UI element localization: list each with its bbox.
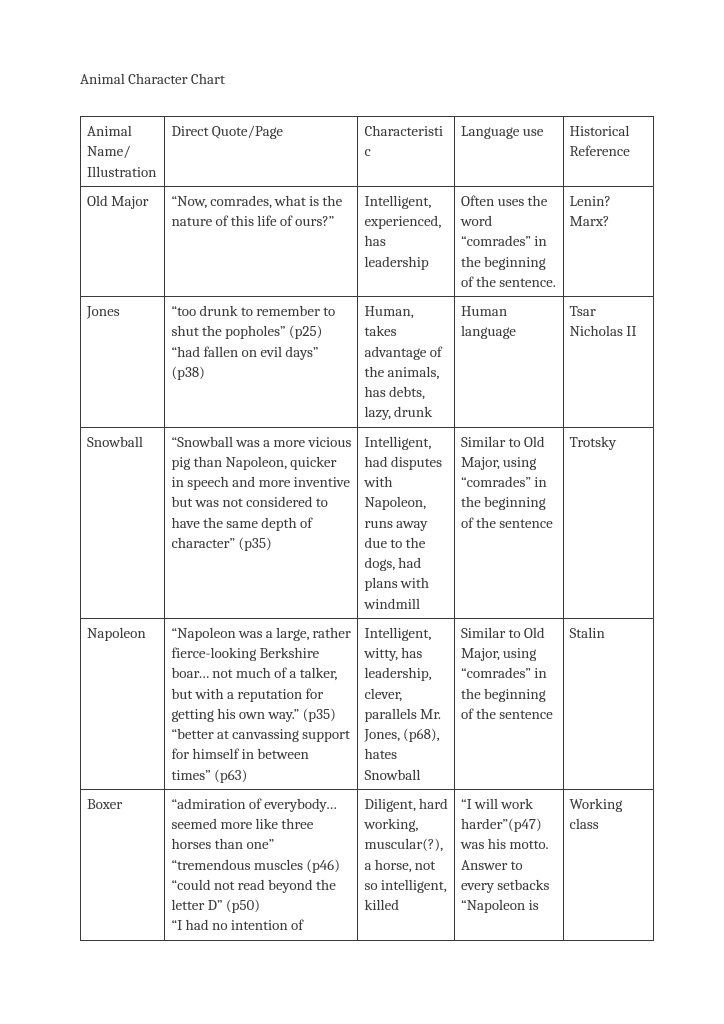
cell-quote: “Now, comrades, what is the nature of th… [165,186,358,296]
page-title: Animal Character Chart [80,70,654,88]
cell-quote: “too drunk to remember to shut the popho… [165,297,358,428]
table-header-row: Animal Name/ Illustration Direct Quote/P… [81,117,654,187]
cell-characteristic: Intelligent, witty, has leadership, clev… [358,618,455,789]
cell-quote: “Napoleon was a large, rather fierce-loo… [165,618,358,789]
character-table: Animal Name/ Illustration Direct Quote/P… [80,116,654,941]
cell-name: Snowball [81,427,165,618]
header-name: Animal Name/ Illustration [81,117,165,187]
cell-historical: Lenin? Marx? [563,186,654,296]
table-row: Jones “too drunk to remember to shut the… [81,297,654,428]
table-row: Snowball “Snowball was a more vicious pi… [81,427,654,618]
cell-language: Human language [454,297,563,428]
cell-historical: Trotsky [563,427,654,618]
cell-historical: Stalin [563,618,654,789]
table-row: Old Major “Now, comrades, what is the na… [81,186,654,296]
cell-characteristic: Human, takes advantage of the animals, h… [358,297,455,428]
table-row: Boxer “admiration of everybody…seemed mo… [81,789,654,940]
cell-quote: “Snowball was a more vicious pig than Na… [165,427,358,618]
cell-quote: “admiration of everybody…seemed more lik… [165,789,358,940]
cell-characteristic: Diligent, hard working, muscular(?), a h… [358,789,455,940]
cell-language: Often uses the word “comrades” in the be… [454,186,563,296]
header-characteristic: Characteristic [358,117,455,187]
cell-name: Old Major [81,186,165,296]
cell-historical: Tsar Nicholas II [563,297,654,428]
cell-name: Jones [81,297,165,428]
cell-historical: Working class [563,789,654,940]
header-historical: Historical Reference [563,117,654,187]
header-language: Language use [454,117,563,187]
cell-name: Napoleon [81,618,165,789]
cell-characteristic: Intelligent, experienced, has leadership [358,186,455,296]
cell-language: “I will work harder”(p47) was his motto.… [454,789,563,940]
cell-language: Similar to Old Major, using “comrades” i… [454,427,563,618]
cell-name: Boxer [81,789,165,940]
cell-language: Similar to Old Major, using “comrades” i… [454,618,563,789]
cell-characteristic: Intelligent, had disputes with Napoleon,… [358,427,455,618]
header-quote: Direct Quote/Page [165,117,358,187]
table-row: Napoleon “Napoleon was a large, rather f… [81,618,654,789]
